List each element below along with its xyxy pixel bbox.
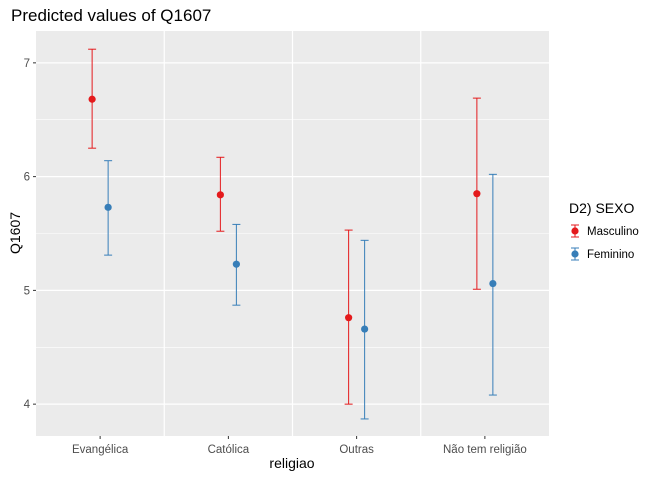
grid (36, 31, 549, 436)
x-tick-label: Não tem religião (443, 444, 527, 456)
legend-label: Masculino (587, 226, 639, 238)
data-point (216, 191, 224, 199)
legend-key-point (571, 250, 579, 258)
data-point (232, 260, 240, 268)
y-tick-label: 7 (24, 58, 30, 70)
legend-item-masculino: Masculino (571, 224, 639, 238)
y-axis-title: Q1607 (7, 212, 23, 254)
legend-items: Masculino Feminino (571, 224, 639, 261)
x-tick-label: Católica (208, 444, 250, 456)
data-point (489, 279, 497, 288)
legend: D2) SEXO Masculino Feminino (569, 200, 639, 261)
data-marks (88, 48, 497, 420)
x-tick-label: Outras (339, 444, 374, 456)
x-axis-title: religiao (269, 455, 314, 471)
series-feminino (104, 160, 497, 420)
y-axis-ticks: 4 5 6 7 (24, 58, 36, 411)
legend-title: D2) SEXO (569, 200, 634, 216)
x-tick-label: Evangélica (72, 444, 129, 456)
legend-label: Feminino (587, 249, 634, 261)
x-axis-ticks: Evangélica Católica Outras Não tem religião (72, 436, 527, 456)
y-tick-label: 4 (24, 399, 31, 411)
data-point (473, 190, 481, 198)
data-point (88, 95, 96, 103)
chart-title: Predicted values of Q1607 (11, 6, 211, 25)
data-point (345, 314, 353, 322)
data-point (361, 325, 369, 333)
data-point (104, 203, 112, 211)
y-tick-label: 6 (24, 172, 30, 184)
y-tick-label: 5 (24, 285, 30, 297)
legend-item-feminino: Feminino (571, 247, 634, 261)
series-masculino (88, 48, 481, 405)
legend-key-point (571, 227, 579, 235)
